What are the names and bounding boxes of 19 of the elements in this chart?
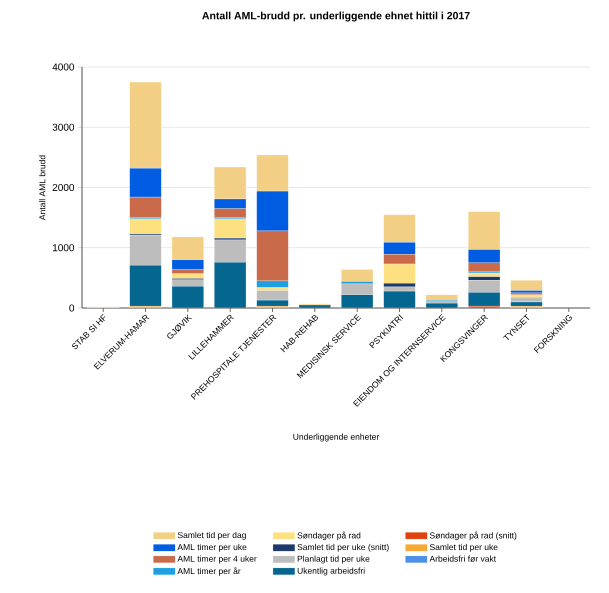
legend-label: Samlet tid per uke (snitt) [297, 544, 389, 552]
x-axis-title: Underliggende enheter [293, 434, 380, 442]
y-tick-label: 4000 [52, 63, 74, 71]
y-axis-title: Antall AML brudd [39, 155, 46, 220]
y-tick-label: 1000 [52, 244, 74, 252]
legend-label: AML timer per uke [177, 544, 246, 552]
y-tick-label: 0 [69, 304, 74, 312]
legend-label: Samlet tid per uke [430, 544, 498, 552]
legend-label: Søndager på rad [297, 532, 360, 540]
legend-label: Arbeidsfri før vakt [430, 556, 496, 562]
chart-title: Antall AML-brudd pr. underliggende ehnet hittil i 2017 [202, 12, 470, 22]
legend-label: Søndager på rad (snitt) [430, 532, 516, 540]
legend-label: AML timer per år [177, 567, 241, 576]
legend-label: Planlagt tid per uke [298, 556, 370, 564]
y-tick-label: 3000 [52, 124, 74, 131]
legend-label: AML timer per 4 uker [177, 556, 257, 564]
legend-label: Samlet tid per dag [178, 532, 246, 540]
y-tick-label: 2000 [52, 184, 74, 192]
legend-label: Ukentlig arbeidsfri [298, 568, 365, 576]
